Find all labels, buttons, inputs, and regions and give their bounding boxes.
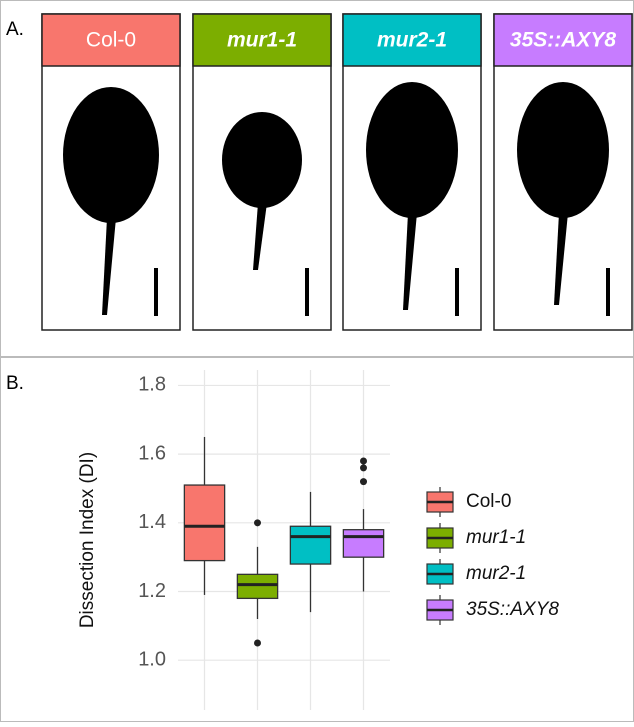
y-tick-label: 1.2	[138, 580, 166, 602]
box	[183, 484, 226, 562]
y-tick-label: 1.4	[138, 511, 166, 533]
legend-label: 35S::AXY8	[466, 599, 559, 620]
sample-label: mur1-1	[227, 29, 297, 52]
y-tick-label: 1.0	[138, 648, 166, 670]
sample-header	[192, 13, 332, 67]
outlier	[360, 457, 367, 465]
panel-label: A.	[6, 19, 24, 40]
leaf-blade	[63, 87, 159, 223]
box	[342, 529, 385, 558]
sample-label: 35S::AXY8	[510, 29, 617, 52]
scale-bar	[305, 268, 309, 316]
leaf-blade	[366, 82, 458, 218]
leaf-blade	[222, 112, 302, 208]
sample-label: mur2-1	[377, 29, 447, 52]
leaf-blade	[517, 82, 609, 218]
sample-header	[493, 13, 633, 67]
legend-label: mur1-1	[466, 527, 526, 548]
leaf-stem	[554, 213, 568, 305]
box	[236, 573, 279, 600]
leaf-stem	[403, 213, 417, 310]
outlier	[360, 478, 367, 486]
outlier	[254, 519, 261, 527]
outlier	[254, 639, 261, 647]
leaf-stem	[253, 203, 267, 270]
y-tick-label: 1.6	[138, 442, 166, 464]
y-axis-label: Dissection Index (DI)	[77, 452, 98, 628]
y-tick-label: 1.8	[138, 374, 166, 396]
sample-header	[342, 13, 482, 67]
panel-label: B.	[6, 373, 24, 394]
box	[289, 525, 332, 565]
leaf-stem	[102, 218, 116, 315]
legend-label: mur2-1	[466, 563, 526, 584]
scale-bar	[455, 268, 459, 316]
scale-bar	[154, 268, 158, 316]
legend-label: Col-0	[466, 491, 511, 512]
outlier	[360, 464, 367, 472]
sample-label: Col-0	[86, 29, 136, 52]
sample-header	[41, 13, 181, 67]
scale-bar	[606, 268, 610, 316]
